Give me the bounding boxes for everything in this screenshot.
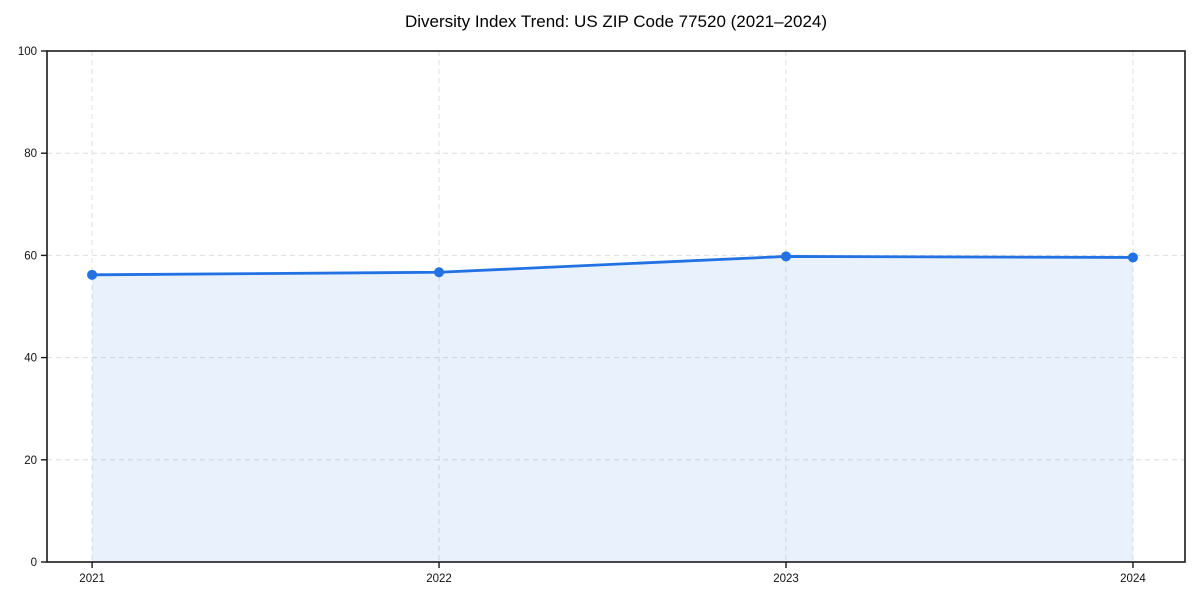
x-axis-tick-label: 2022 [426, 573, 452, 585]
data-point-marker [87, 269, 98, 280]
x-axis-tick-label: 2021 [79, 573, 105, 585]
y-axis-tick-label: 20 [24, 455, 37, 467]
y-axis-tick-label: 60 [24, 250, 37, 262]
x-axis-tick-label: 2023 [773, 573, 799, 585]
trend-line [90, 255, 1135, 277]
x-axis-tick-label: 2024 [1120, 573, 1146, 585]
data-point-marker [1127, 252, 1138, 263]
chart-title: Diversity Index Trend: US ZIP Code 77520… [404, 12, 828, 31]
y-axis-tick-label: 100 [18, 46, 37, 58]
y-axis-tick-label: 40 [24, 353, 37, 365]
y-axis-tick-label: 80 [24, 148, 37, 160]
area-fill [92, 256, 1133, 562]
plot-frame [46, 50, 1186, 563]
y-axis-tick-label: 0 [31, 557, 37, 569]
data-point-marker [781, 251, 792, 262]
data-point-marker [434, 267, 445, 278]
